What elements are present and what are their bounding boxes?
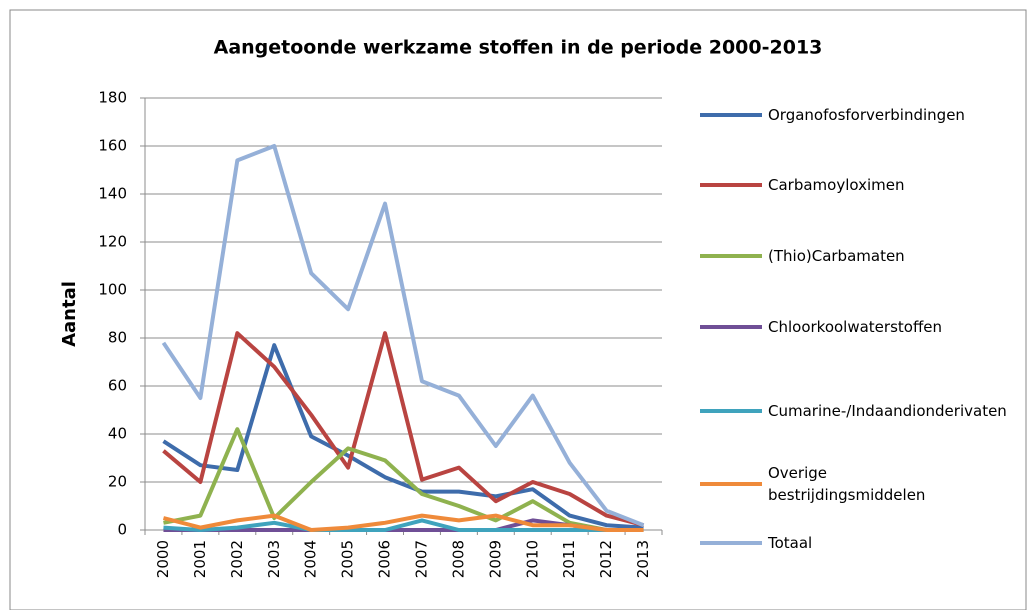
legend-item: Chloorkoolwaterstoffen [700, 316, 1008, 338]
legend-item: Organofosforverbindingen [700, 104, 1008, 126]
series-line [163, 427, 644, 532]
y-tick-label: 100 [98, 281, 127, 299]
legend-item: (Thio)Carbamaten [700, 245, 1008, 267]
y-tick-label: 140 [98, 185, 127, 203]
y-tick-label: 20 [108, 473, 127, 491]
legend-swatch [700, 409, 762, 413]
series-line [163, 518, 644, 532]
legend-item: Carbamoyloximen [700, 174, 1008, 196]
series-line [162, 513, 644, 532]
y-tick-label: 180 [98, 89, 127, 107]
series-line [161, 144, 645, 528]
x-tick-label: 2003 [265, 540, 283, 578]
legend-swatch [700, 482, 762, 486]
y-tick-label: 0 [117, 521, 127, 539]
legend-label: Overige bestrijdingsmiddelen [768, 464, 926, 504]
x-tick-label: 2000 [154, 540, 172, 578]
series-line [162, 331, 645, 528]
x-tick-label: 2010 [523, 540, 541, 578]
x-tick-label: 2001 [191, 540, 209, 578]
legend-label: (Thio)Carbamaten [768, 247, 905, 265]
legend-swatch [700, 325, 762, 329]
x-tick-label: 2004 [302, 540, 320, 578]
legend-swatch [700, 113, 762, 117]
legend-swatch [700, 541, 762, 545]
chart-title: Aangetoonde werkzame stoffen in de perio… [214, 37, 823, 59]
x-tick-label: 2009 [486, 540, 504, 578]
y-tick-label: 120 [98, 233, 127, 251]
y-tick-label: 60 [108, 377, 127, 395]
legend-label: Organofosforverbindingen [768, 106, 965, 124]
x-tick-label: 2006 [376, 540, 394, 578]
legend-item: Totaal [700, 532, 1008, 554]
y-tick-label: 80 [108, 329, 127, 347]
x-tick-label: 2002 [228, 540, 246, 578]
x-tick-label: 2012 [597, 540, 615, 578]
y-tick-label: 160 [98, 137, 127, 155]
x-tick-label: 2007 [412, 540, 430, 578]
legend-label: Totaal [768, 534, 813, 552]
x-tick-label: 2011 [560, 540, 578, 578]
legend-label: Carbamoyloximen [768, 176, 905, 194]
y-axis-label: Aantal [59, 281, 80, 347]
legend-swatch [700, 254, 762, 258]
x-tick-label: 2005 [339, 540, 357, 578]
legend-label: Cumarine-/Indaandionderivaten [768, 402, 1007, 420]
x-tick-label: 2008 [449, 540, 467, 578]
y-tick-label: 40 [108, 425, 127, 443]
legend-swatch [700, 183, 762, 187]
x-tick-label: 2013 [634, 540, 652, 578]
legend-item: Overige bestrijdingsmiddelen [700, 462, 958, 506]
legend-item: Cumarine-/Indaandionderivaten [700, 400, 1007, 422]
legend-label: Chloorkoolwaterstoffen [768, 318, 943, 336]
